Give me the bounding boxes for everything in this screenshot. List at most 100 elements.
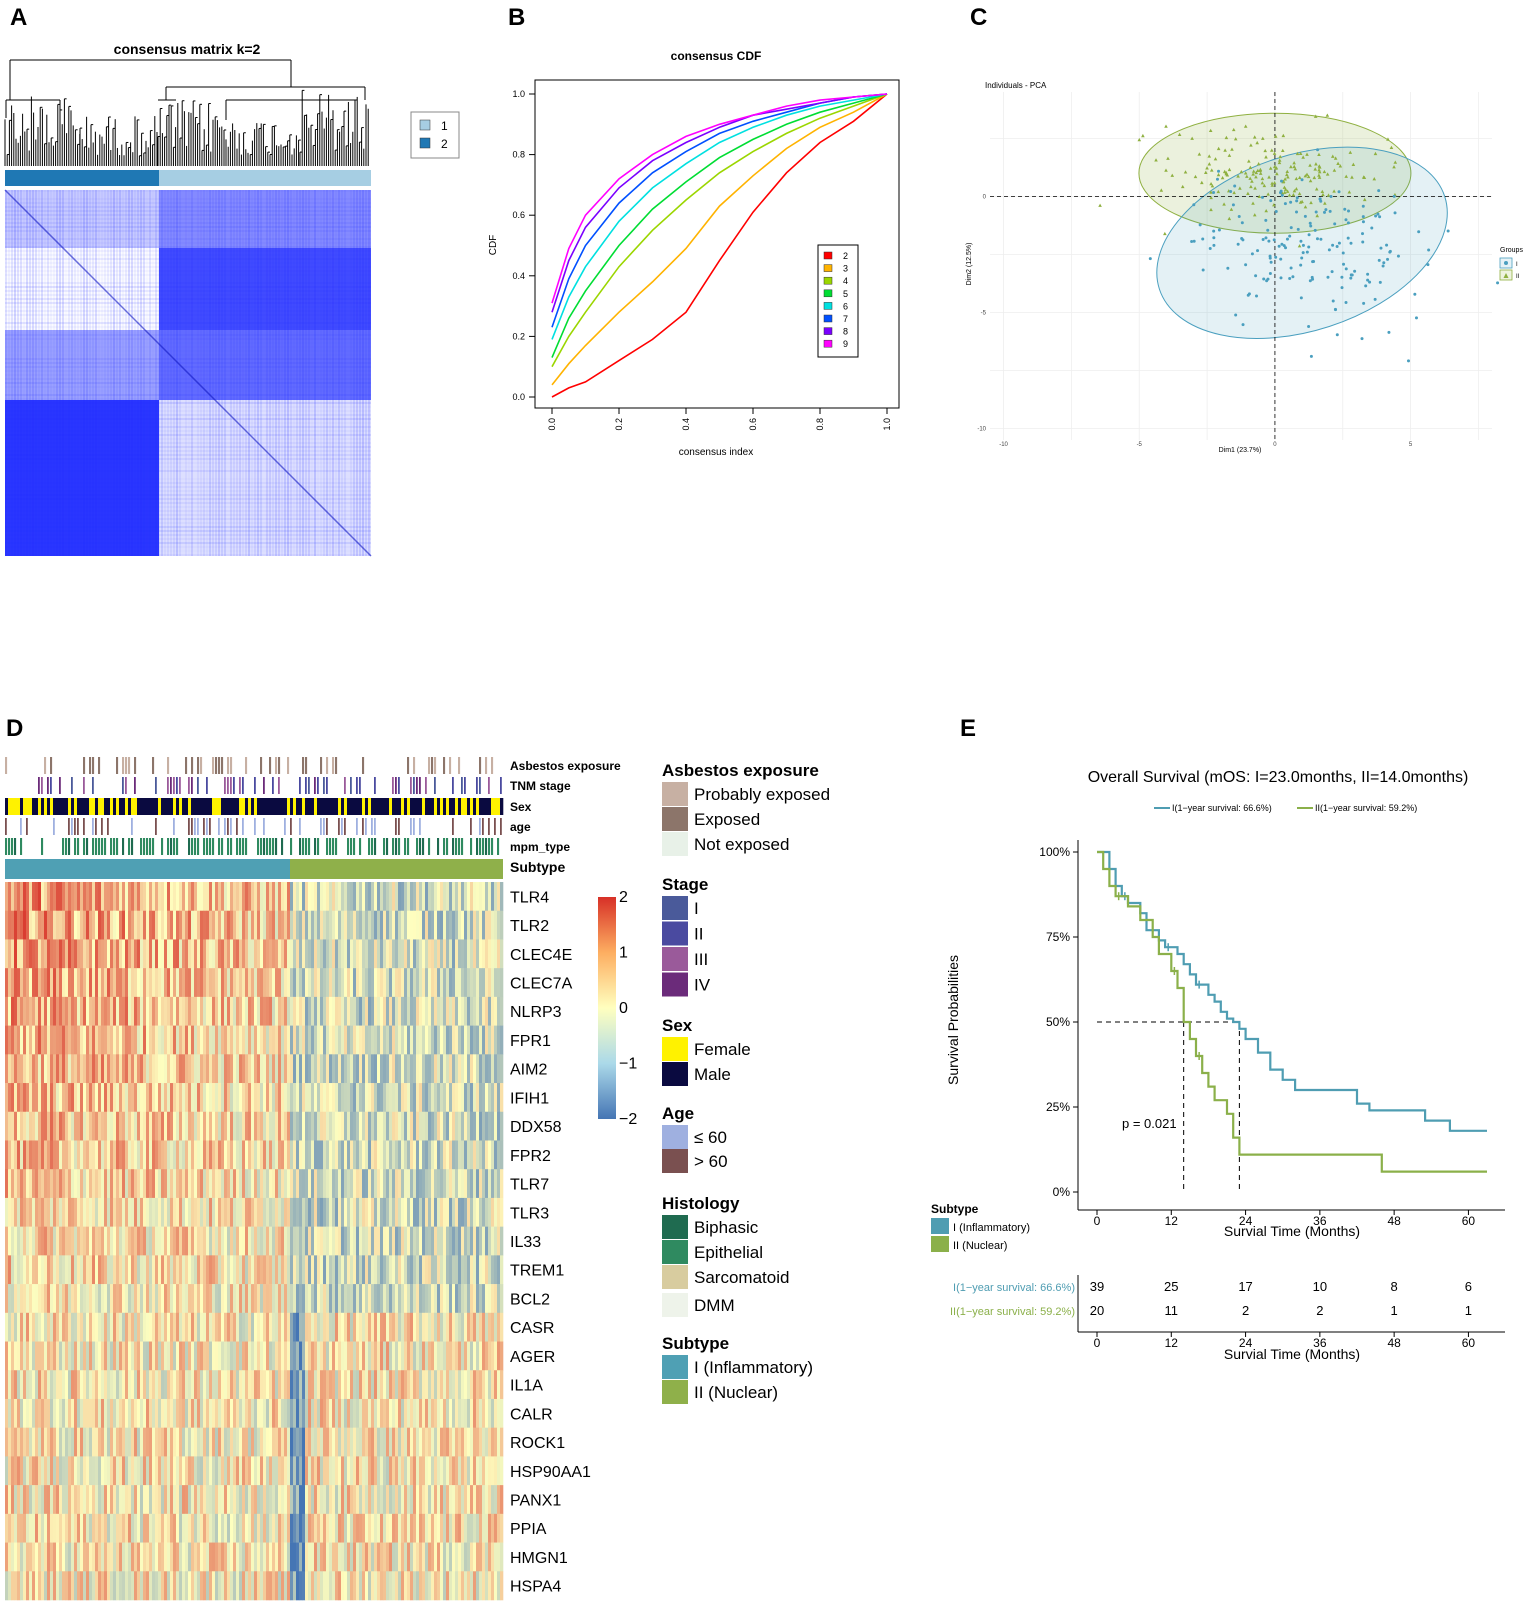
heat-cell [182,882,186,912]
heat-cell [14,1140,18,1170]
heat-cell [62,1398,66,1428]
heat-cell [152,968,156,998]
heat-cell [182,1427,186,1457]
heat-cell [221,1427,225,1457]
heat-cell [221,1255,225,1285]
pca-point-ii [1325,172,1330,176]
heat-cell [284,1427,288,1457]
heat-cell [194,1197,198,1227]
consensus-texture-row [5,470,371,472]
heat-cell [95,1255,99,1285]
heat-cell [86,1284,90,1314]
heat-cell [374,939,378,969]
heat-cell [437,1025,441,1055]
anno-sex [272,798,276,815]
heat-cell [287,1456,291,1486]
heat-cell [188,1025,192,1055]
heat-cell [164,1456,168,1486]
heat-cell [395,996,399,1026]
consensus-texture-row [5,306,371,308]
heat-cell [212,1312,216,1342]
anno-sex [389,798,393,815]
heat-cell [179,1485,183,1515]
heat-cell [473,1025,477,1055]
heat-cell [56,882,60,912]
heat-cell [317,968,321,998]
anno-age [74,818,76,835]
heat-cell [470,1025,474,1055]
heat-cell [317,1111,321,1141]
anno-age [26,818,28,835]
heat-cell [104,1169,108,1199]
heat-cell [338,1427,342,1457]
heat-cell [170,1111,174,1141]
anno-stage [263,777,265,794]
heat-cell [251,1083,255,1113]
heat-cell [11,1427,15,1457]
heat-cell [53,1456,57,1486]
heat-cell [305,1140,309,1170]
pca-point-ii [1305,172,1309,176]
heat-cell [11,1169,15,1199]
heat-cell [419,1255,423,1285]
heat-cell [176,1370,180,1400]
heat-cell [356,1169,360,1199]
heat-cell [56,1197,60,1227]
heat-cell [149,1427,153,1457]
heat-cell [485,1456,489,1486]
pca-point-ii [1285,169,1290,174]
heat-cell [287,1226,291,1256]
heat-cell [188,910,192,940]
pca-point-ii [1220,175,1225,180]
heat-cell [362,968,366,998]
heat-cell [98,939,102,969]
heat-cell [56,1054,60,1084]
heat-cell [143,1255,147,1285]
consensus-texture-col [248,190,250,556]
anno-stage [254,777,256,794]
heat-cell [344,1083,348,1113]
pca-point-i [1256,249,1260,253]
heat-cell [485,910,489,940]
heat-cell [395,1111,399,1141]
heat-cell [182,996,186,1026]
heat-cell [95,1284,99,1314]
heat-cell [224,1255,228,1285]
heat-cell [317,1226,321,1256]
heat-cell [449,1456,453,1486]
heat-cell [35,1083,39,1113]
heat-cell [152,910,156,940]
heat-cell [221,1025,225,1055]
heat-cell [224,996,228,1026]
heat-cell [104,996,108,1026]
heat-cell [272,939,276,969]
pca-point-ii [1137,137,1142,142]
pca-point-i [1277,244,1281,248]
heat-cell [83,1284,87,1314]
heat-cell [500,1312,504,1342]
heat-cell [326,1111,330,1141]
heat-cell [269,1197,273,1227]
heat-cell [494,1111,498,1141]
heat-cell [476,1370,480,1400]
heat-cell [221,1111,225,1141]
heat-cell [308,1111,312,1141]
heat-cell [371,1312,375,1342]
heat-cell [425,1398,429,1428]
anno-histology [458,838,461,855]
heat-cell [473,996,477,1026]
heat-cell [491,1284,495,1314]
heat-cell [422,1341,426,1371]
heat-cell [227,1255,231,1285]
anno-sex [107,798,111,815]
heat-cell [77,1169,81,1199]
heat-cell [350,1140,354,1170]
heat-cell [308,1427,312,1457]
heat-cell [146,939,150,969]
heat-cell [131,1226,135,1256]
heat-cell [290,882,294,912]
heat-cell [74,1111,78,1141]
heat-cell [92,1284,96,1314]
heat-cell [461,939,465,969]
heat-cell [257,882,261,912]
